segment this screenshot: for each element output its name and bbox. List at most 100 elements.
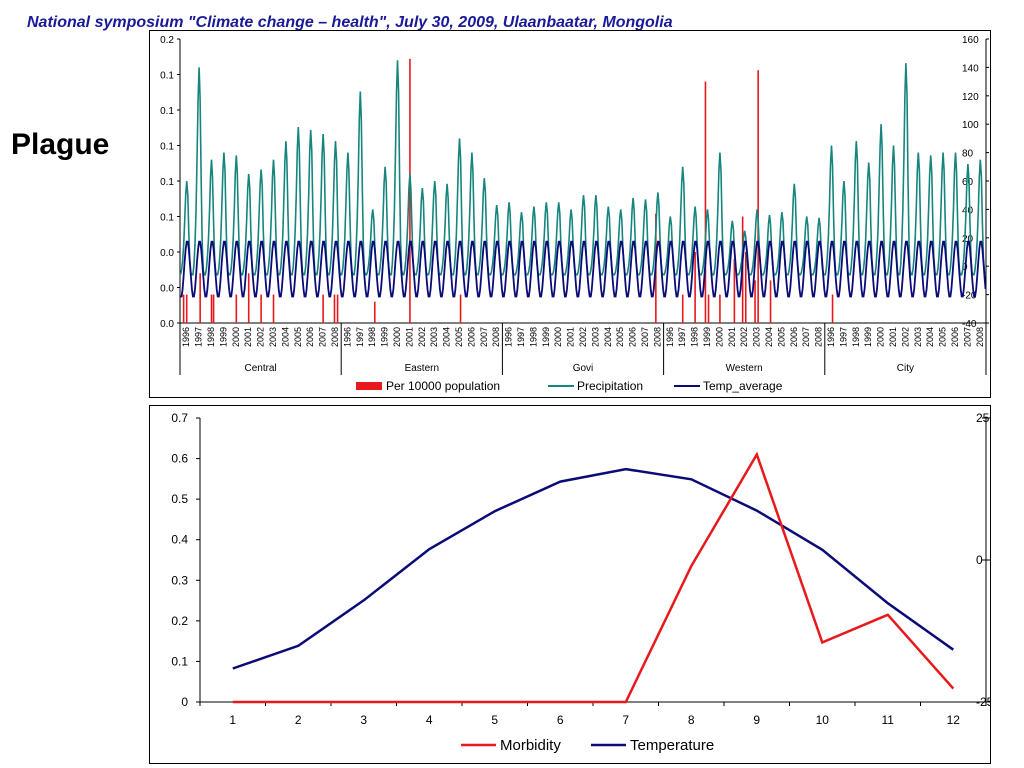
year-tick-label: 2006 [628, 327, 638, 347]
header-title: National symposium "Climate change – hea… [27, 14, 673, 31]
year-tick-label: 1998 [367, 327, 377, 347]
year-tick-label: 2006 [950, 327, 960, 347]
legend-label-morbidity: Morbidity [500, 737, 561, 754]
left-axis-tick-label: 0.0 [160, 284, 174, 295]
right-axis-tick-label: 0 [976, 553, 983, 567]
year-tick-label: 2005 [293, 327, 303, 347]
x-axis-tick-label: 1 [229, 713, 236, 727]
year-tick-label: 1996 [342, 327, 352, 347]
right-axis-tick-label: 60 [962, 177, 974, 188]
morbidity-bar [272, 294, 275, 323]
year-tick-label: 2003 [429, 327, 439, 347]
year-tick-label: 1996 [826, 327, 836, 347]
year-tick-label: 2002 [578, 327, 588, 347]
morbidity-bar [333, 294, 336, 323]
x-axis-tick-label: 6 [557, 713, 564, 727]
year-tick-label: 2003 [268, 327, 278, 347]
right-axis-tick-label: 25 [976, 411, 990, 425]
morbidity-bar [235, 294, 238, 323]
year-tick-label: 2001 [727, 327, 737, 347]
year-tick-label: 2007 [318, 327, 328, 347]
year-tick-label: 2008 [330, 327, 340, 347]
year-tick-label: 1998 [690, 327, 700, 347]
year-tick-label: 2002 [256, 327, 266, 347]
right-axis-tick-label: -20 [962, 291, 977, 302]
year-tick-label: 2001 [566, 327, 576, 347]
year-tick-label: 2000 [231, 327, 241, 347]
year-tick-label: 2004 [603, 327, 613, 347]
left-axis-tick-label: 0 [181, 695, 188, 709]
morbidity-bar [719, 294, 721, 323]
year-tick-label: 2007 [962, 327, 972, 347]
chart-regional-timeseries: 0.0 0.0 0.0 0.1 0.1 0.1 0.1 0.1 0.2 -40 -20 0 20 40 60… [149, 30, 991, 398]
year-tick-label: 2005 [454, 327, 464, 347]
chart1-svg: 0.00.00.00.10.10.10.10.10.2-40-200204060… [160, 35, 989, 393]
morbidity-line [232, 451, 955, 704]
morbidity-bar [744, 252, 747, 323]
right-axis-tick-label: 80 [962, 149, 974, 160]
morbidity-bar [707, 294, 710, 323]
year-tick-label: 2002 [900, 327, 910, 347]
legend-label-temperature: Temperature [630, 737, 714, 754]
morbidity-bar [185, 294, 188, 323]
year-tick-label: 2006 [466, 327, 476, 347]
morbidity-bar [409, 58, 411, 323]
year-tick-label: 1999 [702, 327, 712, 347]
morbidity-bar [681, 294, 684, 323]
year-tick-label: 2004 [442, 327, 452, 347]
slide-title: Plague [11, 128, 110, 161]
right-axis-tick-label: -40 [962, 319, 977, 330]
x-axis-tick-label: 8 [688, 713, 695, 727]
right-axis-tick-label: -25 [976, 695, 990, 709]
left-axis-tick-label: 0.0 [160, 319, 174, 330]
morbidity-bar [769, 280, 772, 323]
right-axis-tick-label: 100 [962, 120, 979, 131]
morbidity-bar [210, 294, 213, 323]
morbidity-bar [694, 252, 696, 323]
left-axis-tick-label: 0.1 [160, 106, 174, 117]
year-tick-label: 2004 [280, 327, 290, 347]
year-tick-label: 2005 [615, 327, 625, 347]
right-axis-tick-label: 140 [962, 63, 979, 74]
year-tick-label: 1997 [677, 327, 687, 347]
chart2-svg: 00.10.20.30.40.50.60.7-25025123456789101… [171, 411, 993, 754]
year-tick-label: 2005 [938, 327, 948, 347]
x-axis-tick-label: 11 [882, 713, 895, 727]
left-axis-tick-label: 0.0 [160, 248, 174, 259]
legend-label-temperature: Temp_average [703, 379, 783, 393]
year-tick-label: 2007 [479, 327, 489, 347]
year-tick-label: 2004 [925, 327, 935, 347]
left-axis-tick-label: 0.2 [171, 614, 188, 628]
year-tick-label: 1997 [194, 327, 204, 347]
morbidity-bar [704, 81, 707, 323]
year-tick-label: 1998 [206, 327, 216, 347]
right-axis-tick-label: 40 [962, 205, 974, 216]
left-axis-tick-label: 0.1 [171, 654, 188, 668]
morbidity-bar [247, 273, 250, 323]
x-axis-tick-label: 9 [753, 713, 760, 727]
morbidity-bar [373, 301, 376, 323]
year-tick-label: 1996 [665, 327, 675, 347]
year-tick-label: 1997 [516, 327, 526, 347]
region-label: Eastern [405, 363, 439, 374]
year-tick-label: 2007 [801, 327, 811, 347]
year-tick-label: 2006 [305, 327, 315, 347]
morbidity-bar [212, 294, 215, 323]
left-axis-tick-label: 0.4 [171, 533, 188, 547]
legend-label-morbidity: Per 10000 population [386, 379, 500, 393]
year-tick-label: 2006 [789, 327, 799, 347]
x-axis-tick-label: 12 [947, 713, 961, 727]
x-axis-tick-label: 5 [491, 713, 498, 727]
year-tick-label: 1999 [218, 327, 228, 347]
morbidity-bar [459, 294, 462, 323]
year-tick-label: 1997 [838, 327, 848, 347]
left-axis-tick-label: 0.7 [171, 411, 188, 425]
year-tick-label: 1999 [380, 327, 390, 347]
morbidity-bar [199, 273, 201, 323]
year-tick-label: 2001 [888, 327, 898, 347]
right-axis-tick-label: 120 [962, 92, 979, 103]
temperature-line [180, 240, 987, 298]
year-tick-label: 2008 [491, 327, 501, 347]
morbidity-bar [757, 70, 759, 323]
year-tick-label: 2007 [640, 327, 650, 347]
